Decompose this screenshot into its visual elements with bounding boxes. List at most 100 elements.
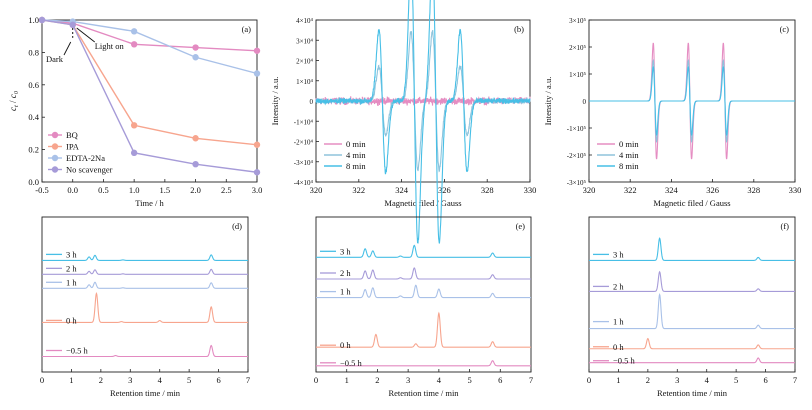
series-label: 3 h bbox=[340, 246, 351, 256]
panel-f: 0 1 2 3 4 5 6 7 Retention time / min 3 h 2 h 1 h 0 h… bbox=[587, 216, 797, 398]
x-tick-label: 324 bbox=[665, 185, 679, 195]
data-point bbox=[192, 135, 199, 142]
y-axis-label: ct / c0 bbox=[8, 90, 20, 111]
y-tick-label: 1×10⁴ bbox=[296, 78, 313, 86]
x-axis-label: Time / h bbox=[135, 198, 164, 208]
panel-label: (c) bbox=[780, 24, 790, 34]
x-tick-label: 1 bbox=[345, 375, 349, 385]
x-tick-label: 3 bbox=[675, 375, 679, 385]
series-label: −0.5 h bbox=[340, 358, 363, 368]
y-tick-label: 1.0 bbox=[28, 15, 39, 25]
legend-label: IPA bbox=[66, 142, 80, 152]
series-line bbox=[589, 337, 795, 350]
data-point bbox=[130, 41, 138, 48]
series-line bbox=[41, 19, 258, 146]
x-tick-label: 5 bbox=[467, 375, 471, 385]
legend-label: 4 min bbox=[619, 150, 639, 160]
x-tick-label: 4 bbox=[437, 375, 442, 385]
data-point bbox=[192, 54, 199, 61]
plot-frame bbox=[315, 216, 532, 373]
x-tick-label: 5 bbox=[187, 375, 191, 385]
data-point bbox=[192, 44, 199, 51]
data-point bbox=[192, 160, 199, 168]
x-tick-label: 324 bbox=[395, 185, 409, 195]
series-label: 0 h bbox=[66, 315, 77, 325]
legend-label: 0 min bbox=[346, 139, 366, 149]
series-label: −0.5 h bbox=[613, 356, 636, 366]
legend-marker bbox=[51, 143, 59, 150]
y-tick-label: 2×10⁵ bbox=[569, 44, 586, 52]
legend-marker bbox=[51, 154, 59, 162]
y-tick-label: 0 bbox=[310, 98, 314, 106]
series-line bbox=[42, 344, 248, 358]
x-tick-label: 1 bbox=[69, 375, 73, 385]
series-label: 3 h bbox=[613, 249, 624, 259]
y-tick-label: 3×10⁴ bbox=[296, 37, 313, 45]
data-point bbox=[130, 149, 138, 157]
y-tick-label: -1×10⁴ bbox=[294, 118, 314, 126]
y-tick-label: -4×10⁴ bbox=[294, 179, 314, 187]
x-tick-label: 322 bbox=[624, 185, 637, 195]
x-tick-label: 0.0 bbox=[67, 185, 78, 195]
x-tick-label: 322 bbox=[352, 185, 365, 195]
panel-label: (b) bbox=[514, 24, 524, 34]
y-axis-label: Intensity / a.u. bbox=[543, 77, 553, 126]
data-point bbox=[253, 47, 261, 54]
series-label: 1 h bbox=[340, 287, 351, 297]
x-tick-label: 1 bbox=[616, 375, 620, 385]
x-axis-label: Retention time / min bbox=[657, 388, 728, 398]
data-point bbox=[130, 122, 138, 129]
annotation-arrow bbox=[63, 41, 72, 56]
x-tick-label: 330 bbox=[789, 185, 802, 195]
x-tick-label: 2.5 bbox=[221, 185, 232, 195]
x-tick-label: 7 bbox=[246, 375, 250, 385]
series-line bbox=[589, 292, 795, 330]
x-tick-label: 3 bbox=[128, 375, 132, 385]
x-tick-label: 328 bbox=[747, 185, 760, 195]
legend-label: 0 min bbox=[619, 139, 639, 149]
x-tick-label: 7 bbox=[529, 375, 533, 385]
x-tick-label: 6 bbox=[498, 375, 502, 385]
x-tick-label: 3 bbox=[406, 375, 410, 385]
annotation-dark: Dark bbox=[46, 54, 64, 64]
x-tick-label: 320 bbox=[310, 185, 323, 195]
plot-frame bbox=[41, 216, 249, 373]
series-line bbox=[315, 0, 531, 244]
annotation-arrow bbox=[76, 27, 95, 43]
series-line bbox=[42, 268, 248, 275]
x-tick-label: 4 bbox=[158, 375, 163, 385]
series-line bbox=[589, 357, 795, 364]
series-line bbox=[316, 267, 531, 280]
data-point bbox=[253, 169, 261, 176]
legend-label: 8 min bbox=[619, 161, 639, 171]
y-tick-label: -2×10⁵ bbox=[567, 152, 587, 160]
panel-b: 320 322 324 326 328 330 Magnetic filed / Gauss… bbox=[270, 0, 536, 244]
x-tick-label: 2.0 bbox=[190, 185, 201, 195]
x-tick-label: 3.0 bbox=[252, 185, 263, 195]
x-tick-label: 0 bbox=[587, 375, 591, 385]
y-tick-label: 0.4 bbox=[28, 112, 39, 122]
x-tick-label: 0.5 bbox=[98, 185, 109, 195]
x-tick-label: 1.0 bbox=[129, 185, 140, 195]
series-line bbox=[316, 360, 531, 367]
series-line bbox=[316, 311, 531, 348]
series-label: 3 h bbox=[66, 249, 77, 259]
y-tick-label: 3×10⁵ bbox=[569, 17, 586, 25]
y-tick-label: 0.0 bbox=[28, 177, 39, 187]
data-point bbox=[253, 141, 261, 148]
x-axis-label: Retention time / min bbox=[388, 388, 459, 398]
panel-e: 0 1 2 3 4 5 6 7 Retention time / min 3 h 2 h 1 h 0 h… bbox=[314, 216, 533, 398]
x-tick-label: 1.5 bbox=[160, 185, 171, 195]
plot-frame bbox=[41, 19, 258, 183]
x-axis-label: Retention time / min bbox=[110, 388, 181, 398]
legend-marker bbox=[51, 166, 59, 173]
series-line bbox=[589, 270, 795, 292]
panel-c: 320 322 324 326 328 330 Magnetic filed / Gauss… bbox=[543, 17, 801, 208]
y-tick-label: 0 bbox=[583, 98, 587, 106]
panel-label: (d) bbox=[232, 221, 242, 231]
x-tick-label: 326 bbox=[706, 185, 719, 195]
x-tick-label: 2 bbox=[375, 375, 379, 385]
panel-label: (a) bbox=[242, 24, 252, 34]
